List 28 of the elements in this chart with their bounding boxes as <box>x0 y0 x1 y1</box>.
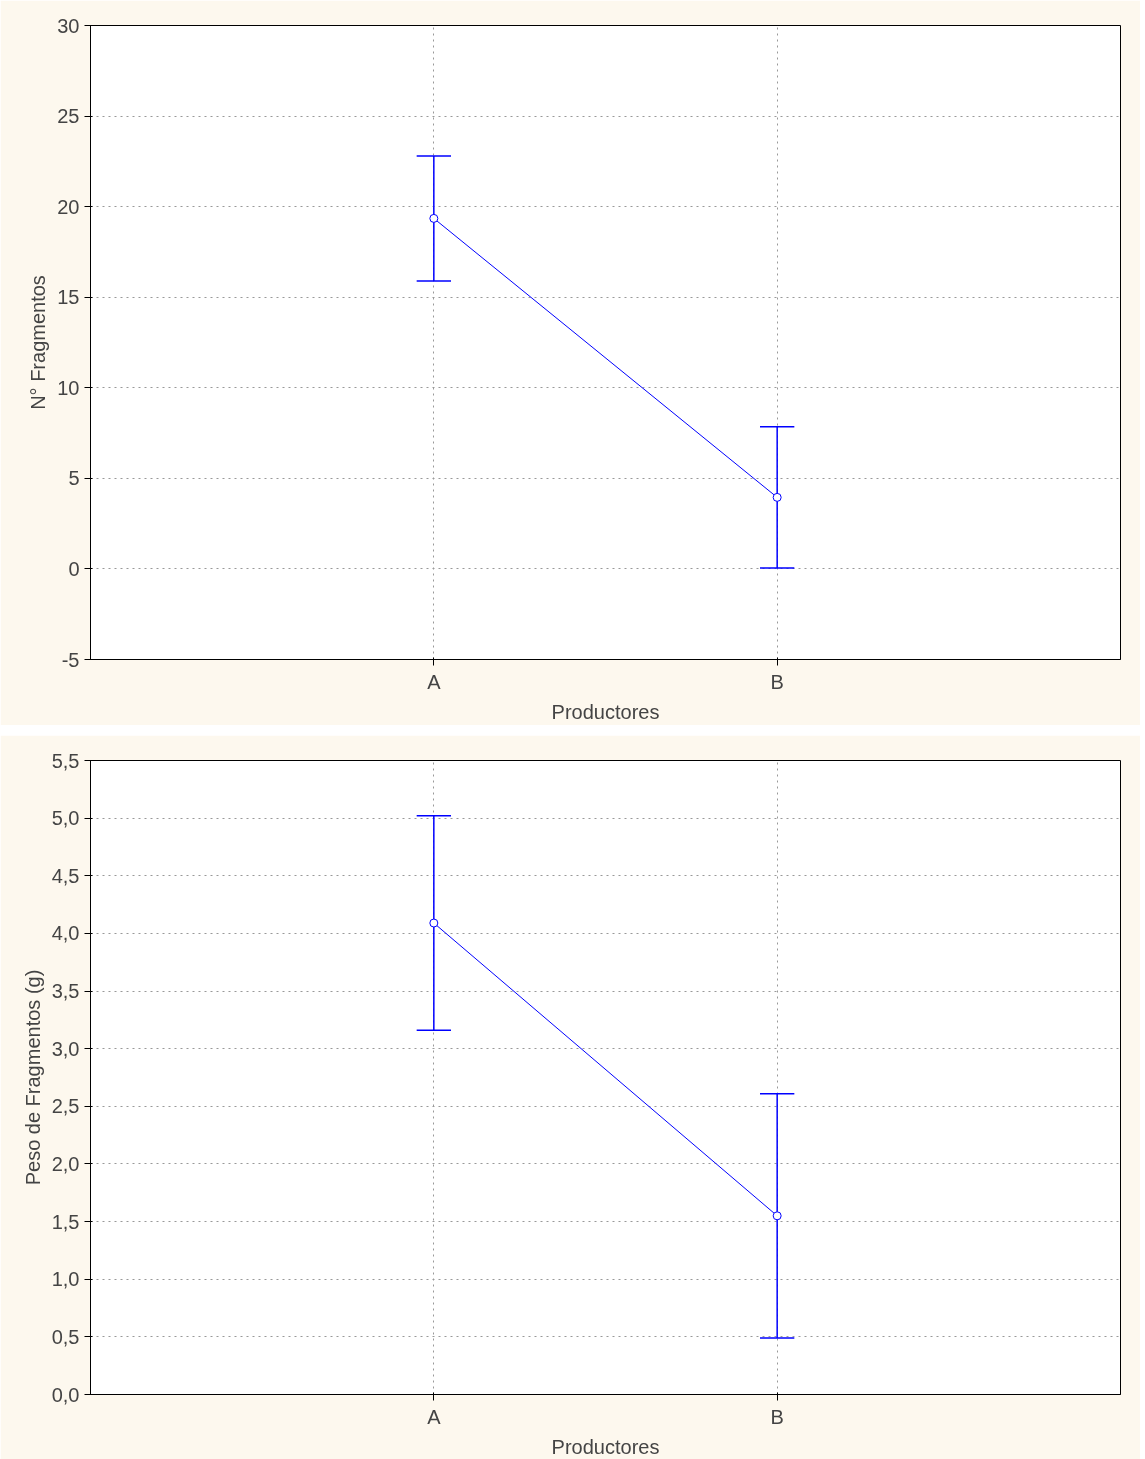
x-tick-label: B <box>770 670 784 693</box>
y-tick-label: 2,0 <box>51 1152 80 1175</box>
y-tick-label: -5 <box>61 648 80 671</box>
y-tick-label: 5 <box>68 467 80 490</box>
y-tick-label: 4,5 <box>51 864 80 887</box>
y-axis-title: Peso de Fragmentos (g) <box>21 969 44 1186</box>
x-tick-label: B <box>770 1405 784 1428</box>
y-axis-title: N° Fragmentos <box>27 275 50 410</box>
y-tick-label: 5,0 <box>51 807 80 830</box>
y-tick-label: 3,5 <box>51 980 80 1003</box>
y-tick-label: 0,0 <box>51 1383 80 1406</box>
y-tick-label: 10 <box>57 376 80 399</box>
y-tick-label: 20 <box>57 195 80 218</box>
x-tick-label: A <box>427 670 442 693</box>
x-tick-label: A <box>427 1405 442 1428</box>
y-tick-label: 4,0 <box>51 922 80 945</box>
y-tick-label: 3,0 <box>51 1037 80 1060</box>
y-tick-label: 30 <box>57 14 80 37</box>
x-axis-title: Productores <box>551 1435 660 1458</box>
y-tick-label: 0,5 <box>51 1325 80 1348</box>
y-tick-label: 25 <box>57 105 80 128</box>
y-tick-label: 15 <box>57 286 80 309</box>
y-tick-label: 1,5 <box>51 1210 80 1233</box>
y-tick-label: 1,0 <box>51 1268 80 1291</box>
y-tick-label: 0 <box>68 557 80 580</box>
x-axis-title: Productores <box>551 700 660 723</box>
y-tick-label: 5,5 <box>51 749 80 772</box>
y-tick-label: 2,5 <box>51 1095 80 1118</box>
